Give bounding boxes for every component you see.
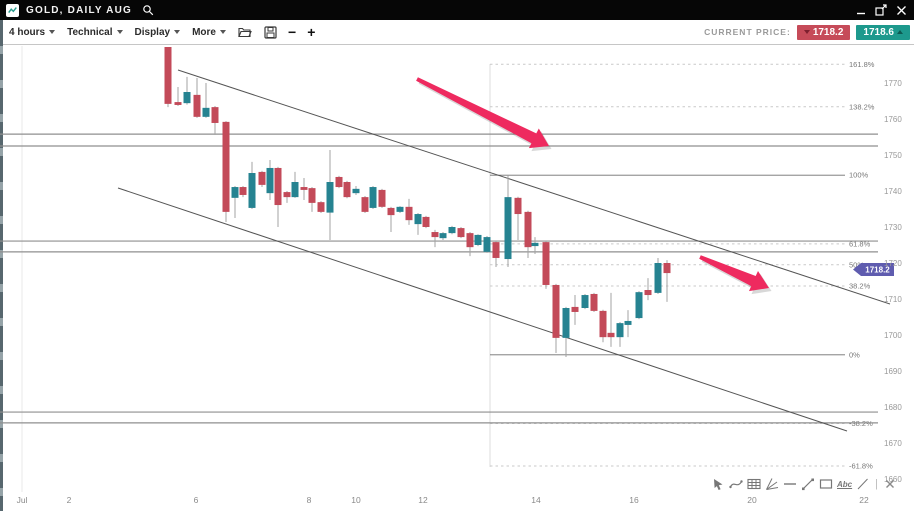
- current-price-label: CURRENT PRICE:: [704, 27, 791, 37]
- svg-text:16: 16: [629, 495, 639, 505]
- chart-toolbar: 4 hours Technical Display More − + CURRE…: [0, 20, 914, 45]
- timeframe-dropdown[interactable]: 4 hours: [9, 26, 56, 38]
- svg-text:-38.2%: -38.2%: [849, 419, 873, 428]
- display-dropdown[interactable]: Display: [135, 27, 181, 38]
- delete-tool-icon[interactable]: [884, 478, 896, 490]
- chevron-down-icon: [220, 30, 226, 34]
- svg-text:1760: 1760: [884, 115, 902, 124]
- svg-text:8: 8: [307, 495, 312, 505]
- svg-text:10: 10: [351, 495, 361, 505]
- svg-text:50%: 50%: [849, 260, 864, 269]
- svg-text:20: 20: [747, 495, 757, 505]
- display-label: Display: [134, 26, 171, 38]
- save-icon[interactable]: [264, 25, 277, 39]
- trend-line-tool-icon[interactable]: [801, 477, 815, 491]
- more-label: More: [192, 26, 216, 38]
- timeframe-label: 4 hours: [9, 26, 46, 38]
- svg-text:1770: 1770: [884, 79, 902, 88]
- svg-text:100%: 100%: [849, 171, 869, 180]
- svg-text:1750: 1750: [884, 151, 902, 160]
- angle-fan-tool-icon[interactable]: [765, 477, 779, 491]
- chevron-down-icon: [49, 30, 56, 34]
- svg-text:1670: 1670: [884, 439, 902, 448]
- svg-text:2: 2: [67, 495, 72, 505]
- price-up-icon: [897, 30, 903, 34]
- x-axis-labels: Jul 2 6 8 10 12 14 16 20 22: [17, 495, 869, 505]
- rectangle-tool-icon[interactable]: [819, 477, 833, 491]
- price-down-icon: [803, 30, 810, 34]
- close-button[interactable]: [894, 3, 908, 17]
- technical-dropdown[interactable]: Technical: [67, 26, 123, 38]
- cursor-tool-icon[interactable]: [712, 477, 725, 491]
- svg-text:1700: 1700: [884, 331, 902, 340]
- chevron-down-icon: [116, 30, 123, 34]
- technical-label: Technical: [67, 26, 113, 38]
- svg-text:6: 6: [194, 495, 199, 505]
- ray-tool-icon[interactable]: [856, 477, 869, 491]
- zoom-in-button[interactable]: +: [307, 24, 316, 40]
- more-dropdown[interactable]: More: [192, 27, 226, 38]
- drawing-tools-bar: Abc |: [712, 476, 896, 492]
- horizontal-line-tool-icon[interactable]: [783, 477, 797, 491]
- ask-price-badge: 1718.6: [856, 24, 910, 40]
- chevron-down-icon: [174, 30, 181, 34]
- text-tool-icon[interactable]: Abc: [837, 479, 853, 489]
- svg-text:0%: 0%: [849, 350, 860, 359]
- svg-text:22: 22: [859, 495, 869, 505]
- window-controls: [854, 3, 914, 17]
- bid-price-value: 1718.2: [812, 26, 844, 38]
- svg-text:138.2%: 138.2%: [849, 102, 875, 111]
- trendline-layer: [117, 69, 891, 432]
- current-price-tag: 1718.2: [853, 262, 894, 276]
- open-folder-icon[interactable]: [238, 26, 252, 38]
- chart-window-title: GOLD, DAILY AUG: [26, 4, 132, 16]
- left-edge-strip: [0, 20, 3, 511]
- svg-text:-61.8%: -61.8%: [849, 462, 873, 471]
- svg-text:12: 12: [418, 495, 428, 505]
- svg-text:1690: 1690: [884, 367, 902, 376]
- svg-text:Jul: Jul: [17, 495, 28, 505]
- svg-text:1718.2: 1718.2: [865, 265, 890, 274]
- svg-text:61.8%: 61.8%: [849, 239, 871, 248]
- svg-text:1660: 1660: [884, 475, 902, 484]
- restore-button[interactable]: [874, 3, 888, 17]
- svg-text:1740: 1740: [884, 187, 902, 196]
- svg-text:1730: 1730: [884, 223, 902, 232]
- price-chart[interactable]: 161.8% 138.2% 100% 61.8% 50% 38.2% 0% -38.2% -61…: [0, 45, 914, 511]
- current-price-group: CURRENT PRICE: 1718.2 1718.6: [704, 24, 914, 40]
- zoom-out-button[interactable]: −: [288, 24, 297, 40]
- candles-layer: [164, 47, 671, 357]
- ask-price-value: 1718.6: [863, 26, 894, 38]
- grid-tool-icon[interactable]: [747, 477, 761, 491]
- curve-tool-icon[interactable]: [729, 477, 743, 491]
- svg-text:1720: 1720: [884, 259, 902, 268]
- svg-text:14: 14: [531, 495, 541, 505]
- minimize-button[interactable]: [854, 3, 868, 17]
- tools-divider: |: [875, 478, 878, 490]
- svg-text:1710: 1710: [884, 295, 902, 304]
- svg-text:1680: 1680: [884, 403, 902, 412]
- annotation-arrows-layer: [416, 77, 772, 295]
- window-title-bar: GOLD, DAILY AUG: [0, 0, 914, 20]
- svg-text:38.2%: 38.2%: [849, 282, 871, 291]
- app-logo-icon: [6, 3, 19, 17]
- bid-price-badge: 1718.2: [796, 24, 851, 40]
- y-axis-labels: 1770 1760 1750 1740 1730 1720 1710 1700 1690 1680…: [884, 79, 902, 484]
- svg-text:161.8%: 161.8%: [849, 60, 875, 69]
- search-icon[interactable]: [142, 4, 154, 16]
